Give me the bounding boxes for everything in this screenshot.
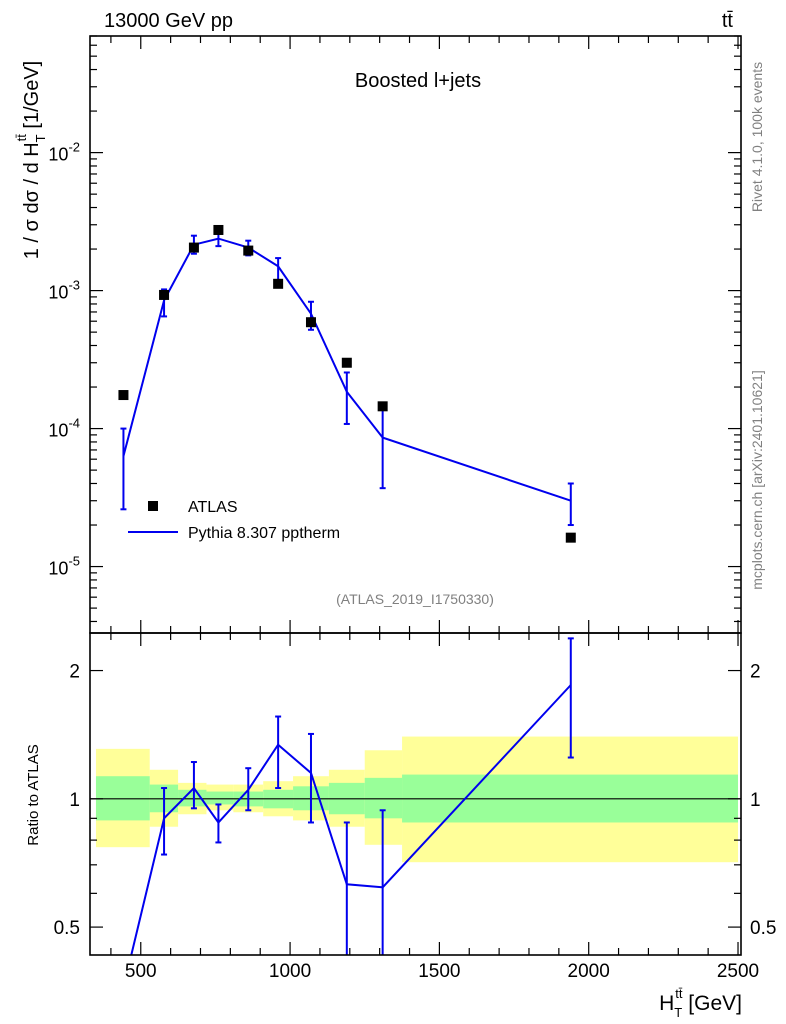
ratio-y-tick-label-left: 0.5 xyxy=(54,918,80,939)
y-tick-label: 10-4 xyxy=(48,416,80,441)
x-axis-label: HTtt̄ [GeV] xyxy=(659,986,742,1020)
mc-series-line xyxy=(122,237,572,502)
x-tick-label: 2000 xyxy=(568,961,610,982)
x-tick-label: 2500 xyxy=(717,961,759,982)
ratio-y-axis-label: Ratio to ATLAS xyxy=(25,744,42,845)
x-tick-label: 1000 xyxy=(269,961,311,982)
legend-mc-label: Pythia 8.307 pptherm xyxy=(188,525,340,542)
main-series-layer xyxy=(118,224,576,543)
main-axis-ticks: 10-5 10-4 10-3 10-2 xyxy=(48,35,741,633)
ratio-y-tick-label-right: 1 xyxy=(750,790,761,811)
atlas-data-point xyxy=(305,317,316,328)
atlas-data-point xyxy=(565,532,576,543)
y-tick-label: 10-2 xyxy=(48,140,80,165)
chart-title: Boosted l+jets xyxy=(355,70,481,92)
ratio-y-tick-label-left: 1 xyxy=(69,790,80,811)
analysis-watermark: (ATLAS_2019_I1750330) xyxy=(336,591,494,607)
x-tick-label: 500 xyxy=(125,961,157,982)
main-y-axis-label: 1 / σ dσ / d HTtt̄ [1/GeV] xyxy=(14,61,48,260)
y-tick-label: 10-5 xyxy=(48,554,80,579)
ratio-band-inner xyxy=(178,789,207,807)
legend-data-marker xyxy=(148,501,158,511)
ratio-panel: 0.5 0.51 12 2500 1000 1500 2000 2500 Ratio to A… xyxy=(25,632,776,1020)
x-tick-label: 1500 xyxy=(418,961,460,982)
atlas-data-point xyxy=(159,289,170,300)
y-tick-label: 10-3 xyxy=(48,278,80,303)
atlas-data-point xyxy=(273,278,284,289)
atlas-data-point xyxy=(377,401,388,412)
ratio-band-inner xyxy=(206,791,234,805)
mcplots-source-text: mcplots.cern.ch [arXiv:2401.10621] xyxy=(749,370,765,589)
ratio-y-tick-label-left: 2 xyxy=(69,662,80,683)
main-panel: 10-5 10-4 10-3 10-2 Boosted l+jets (ATLAS_2… xyxy=(14,35,742,634)
ratio-axis-ticks: 0.5 0.51 12 2500 1000 1500 2000 2500 xyxy=(54,633,776,982)
atlas-data-point xyxy=(341,357,352,368)
legend: ATLAS Pythia 8.307 pptherm xyxy=(128,499,340,542)
ratio-mc-group xyxy=(130,637,574,955)
header-process: tt̄ xyxy=(722,10,734,32)
atlas-data-point xyxy=(118,390,129,401)
ratio-series-layer xyxy=(90,637,741,955)
ratio-y-tick-label-right: 2 xyxy=(750,662,761,683)
main-frame xyxy=(89,35,742,634)
legend-data-label: ATLAS xyxy=(188,499,238,516)
ratio-mc-line xyxy=(130,684,572,955)
ratio-frame xyxy=(89,632,742,956)
header-energy: 13000 GeV pp xyxy=(104,10,233,32)
atlas-data-point xyxy=(188,242,199,253)
ratio-y-tick-label-right: 0.5 xyxy=(750,918,776,939)
rivet-version-text: Rivet 4.1.0, 100k events xyxy=(749,62,765,212)
atlas-data-point xyxy=(213,224,224,235)
atlas-data-point xyxy=(243,245,254,256)
